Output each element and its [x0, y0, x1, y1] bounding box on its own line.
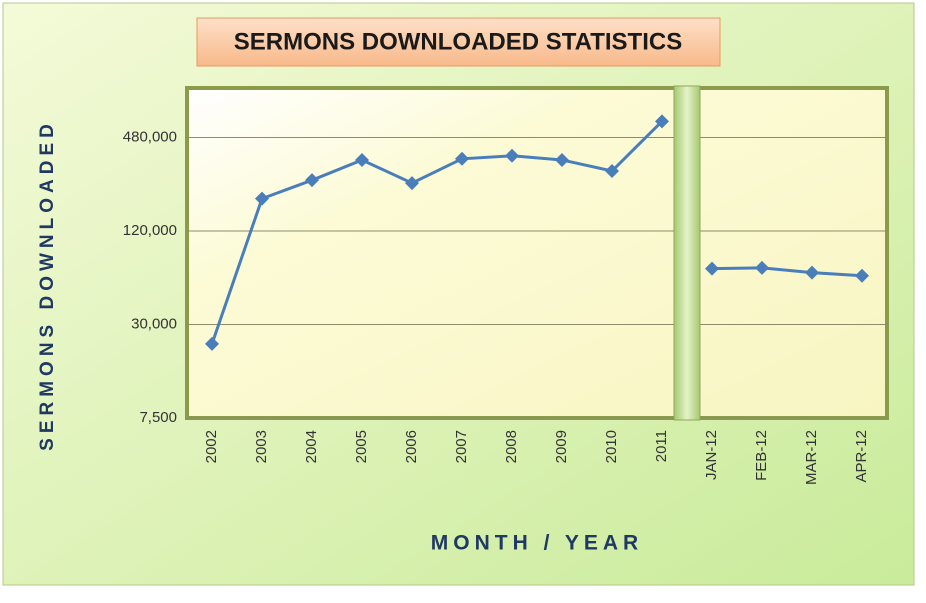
data-point	[805, 265, 819, 280]
x-tick-label: 2008	[503, 430, 520, 463]
x-tick-label: JAN-12	[703, 430, 720, 480]
data-point	[305, 173, 319, 188]
x-tick-label: 2003	[253, 430, 270, 463]
x-axis-title: MONTH / YEAR	[431, 532, 643, 555]
data-line	[210, 120, 664, 345]
data-point	[705, 261, 719, 276]
y-tick-label: 7,500	[139, 409, 177, 426]
data-line	[711, 266, 863, 278]
data-point	[755, 260, 769, 275]
x-tick-label: 2010	[603, 430, 620, 463]
data-point	[605, 164, 619, 179]
y-axis-title: SERMONS DOWNLOADED	[37, 119, 58, 451]
axis-break	[673, 85, 701, 421]
data-point	[655, 114, 669, 129]
data-point	[505, 148, 519, 163]
x-tick-label: 2011	[653, 430, 670, 462]
x-tick-label: MAR-12	[803, 430, 820, 485]
plot-area	[185, 86, 889, 420]
y-tick-label: 30,000	[131, 315, 177, 332]
data-point	[355, 152, 369, 167]
x-tick-label: 2002	[203, 430, 220, 463]
x-tick-label: 2004	[303, 430, 320, 463]
x-tick-label: FEB-12	[753, 430, 770, 481]
data-point	[455, 151, 469, 166]
x-tick-label: 2005	[353, 430, 370, 463]
chart-title: SERMONS DOWNLOADED STATISTICS	[234, 28, 682, 55]
x-tick-label: 2009	[553, 430, 570, 463]
x-tick-label: 2007	[453, 430, 470, 463]
data-point	[255, 191, 269, 206]
y-tick-label: 480,000	[123, 128, 177, 145]
y-tick-label: 120,000	[123, 222, 177, 239]
data-point	[405, 176, 419, 191]
data-point	[855, 268, 869, 283]
x-tick-label: APR-12	[853, 430, 870, 483]
data-point	[555, 152, 569, 167]
title-box	[196, 17, 721, 67]
x-tick-label: 2006	[403, 430, 420, 463]
data-point	[205, 336, 219, 351]
